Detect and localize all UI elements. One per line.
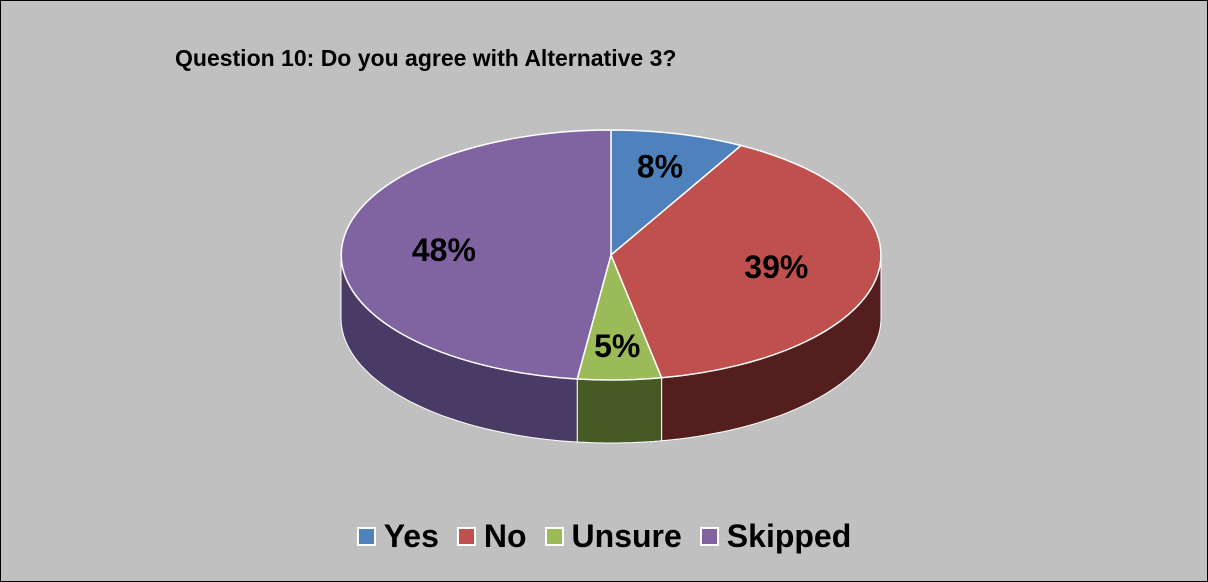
data-label-unsure: 5% — [594, 328, 640, 364]
legend-item-skipped: Skipped — [699, 518, 852, 555]
legend-swatch-skipped — [699, 527, 719, 546]
legend-swatch-unsure — [544, 527, 564, 546]
pie-slice-skipped — [340, 129, 612, 380]
data-label-yes: 8% — [637, 149, 683, 185]
data-label-no: 39% — [744, 249, 808, 285]
legend-swatch-no — [456, 527, 476, 546]
legend-swatch-yes — [356, 527, 376, 546]
legend-item-yes: Yes — [356, 518, 439, 555]
legend-label-unsure: Unsure — [571, 518, 682, 554]
legend: Yes No Unsure Skipped — [1, 518, 1207, 555]
pie-labels: 8% 39% 5% 48% — [412, 149, 808, 365]
legend-item-unsure: Unsure — [544, 518, 682, 555]
pie-slice-no — [610, 144, 882, 379]
pie-sides — [340, 254, 882, 444]
chart-title: Question 10: Do you agree with Alternati… — [175, 45, 677, 71]
data-label-skipped: 48% — [412, 232, 476, 268]
legend-label-no: No — [483, 518, 527, 554]
legend-label-skipped: Skipped — [726, 518, 852, 554]
pie-side-unsure — [576, 377, 663, 444]
pie-slice-yes — [610, 129, 743, 257]
legend-label-yes: Yes — [383, 518, 439, 554]
pie-tops — [340, 129, 882, 381]
legend-item-no: No — [456, 518, 527, 555]
